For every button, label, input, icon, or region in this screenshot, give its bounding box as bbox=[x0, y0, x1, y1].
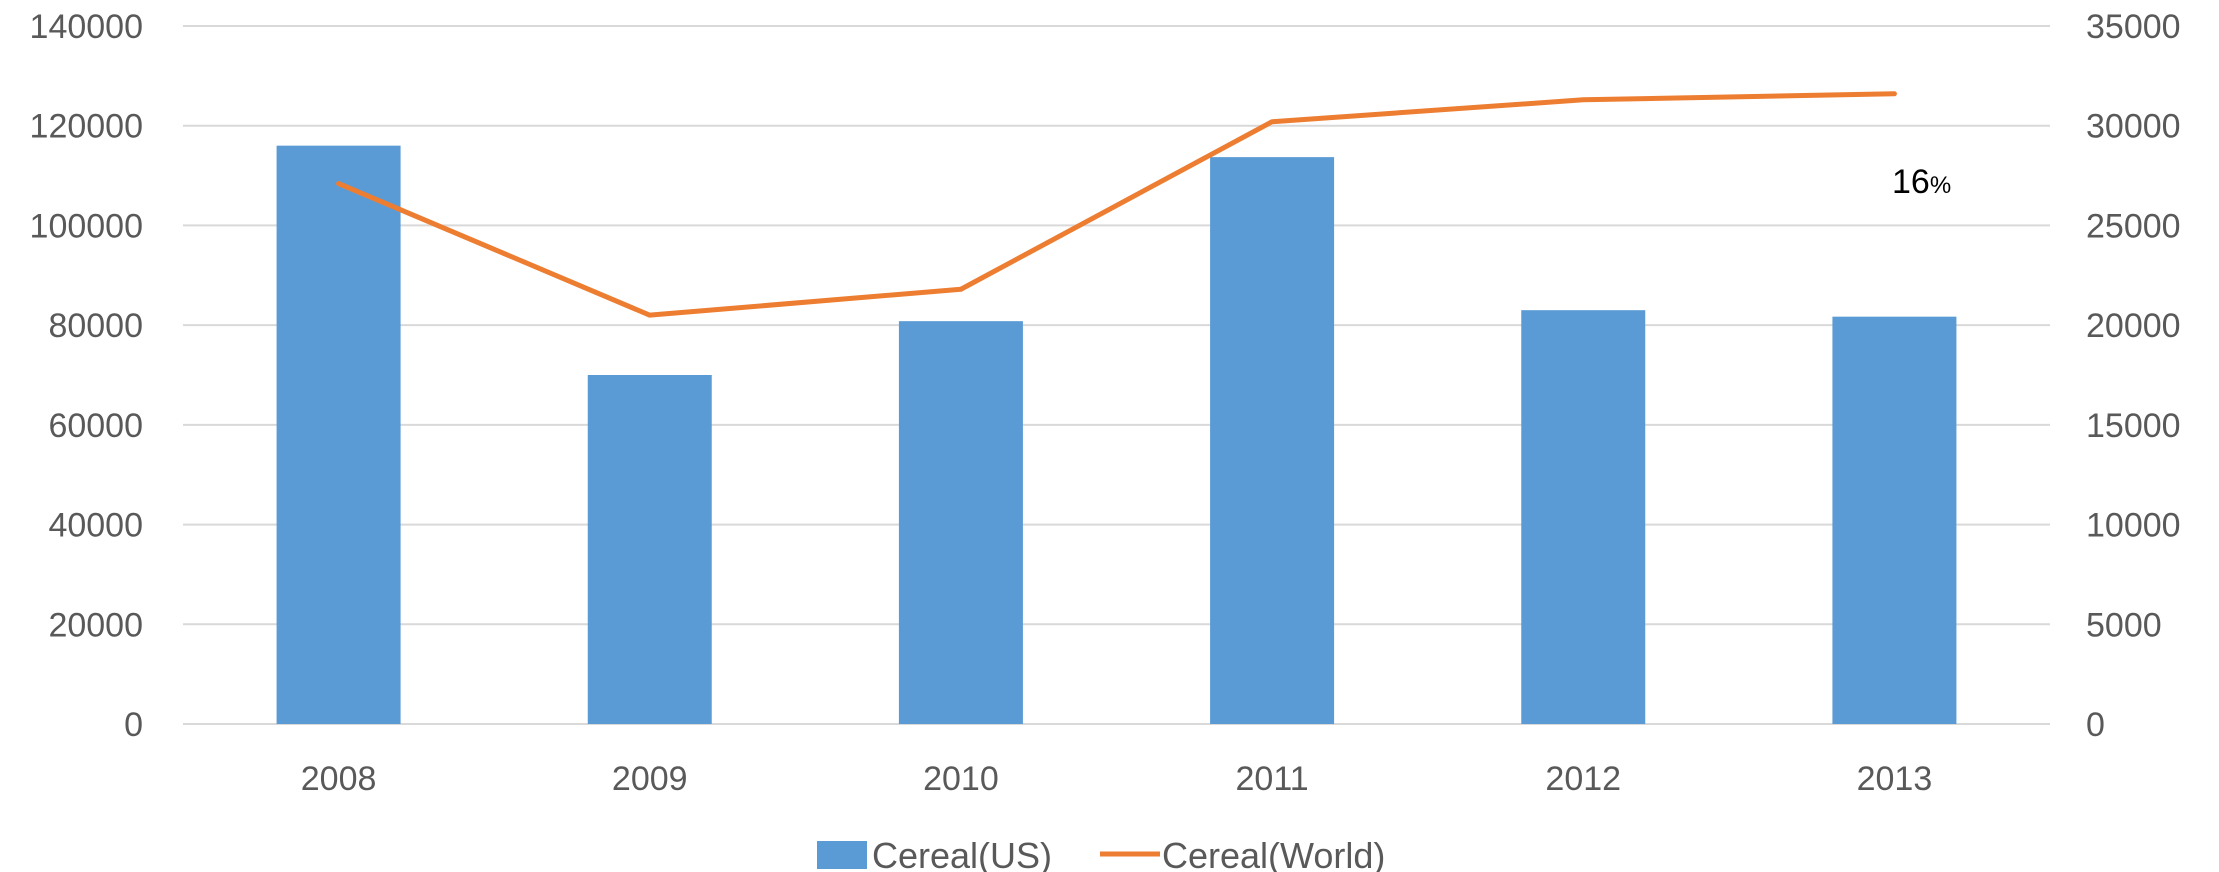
y-left-tick-label: 0 bbox=[124, 706, 143, 744]
point-cereal-world-2012 bbox=[1583, 99, 1584, 100]
y-left-tick-label: 60000 bbox=[48, 407, 143, 445]
y-right-tick-label: 30000 bbox=[2086, 108, 2181, 146]
y-right-tick-label: 5000 bbox=[2086, 606, 2162, 644]
bar-cereal-us-2010 bbox=[899, 321, 1023, 724]
point-cereal-world-2013 bbox=[1894, 93, 1895, 94]
point-cereal-world-2008 bbox=[338, 183, 339, 184]
y-left-tick-label: 100000 bbox=[30, 207, 143, 245]
point-cereal-world-2009 bbox=[649, 315, 650, 316]
gridlines bbox=[183, 26, 2050, 724]
x-tick-label: 2012 bbox=[1545, 760, 1621, 798]
bar-cereal-us-2013 bbox=[1832, 317, 1956, 724]
x-tick-label: 2008 bbox=[301, 760, 377, 798]
legend: Cereal(US) Cereal(World) bbox=[817, 835, 1385, 872]
y-left-tick-label: 20000 bbox=[48, 606, 143, 644]
y-right-tick-label: 20000 bbox=[2086, 307, 2181, 345]
legend-label-cereal-us: Cereal(US) bbox=[872, 835, 1052, 872]
y-right-tick-label: 0 bbox=[2086, 706, 2105, 744]
bar-series-cereal-us bbox=[277, 146, 1957, 724]
annotation-label: 16% bbox=[1892, 163, 1951, 201]
bar-cereal-us-2012 bbox=[1521, 310, 1645, 724]
y-left-tick-label: 120000 bbox=[30, 108, 143, 146]
point-cereal-world-2011 bbox=[1272, 121, 1273, 122]
y-right-tick-label: 25000 bbox=[2086, 207, 2181, 245]
x-tick-label: 2009 bbox=[612, 760, 688, 798]
bar-cereal-us-2009 bbox=[588, 375, 712, 724]
y-right-tick-label: 15000 bbox=[2086, 407, 2181, 445]
annotation-unit: % bbox=[1930, 172, 1951, 199]
y-left-tick-label: 140000 bbox=[30, 8, 143, 46]
y-left-tick-label: 40000 bbox=[48, 507, 143, 545]
y-right-tick-label: 10000 bbox=[2086, 507, 2181, 545]
annotation-number: 16 bbox=[1892, 163, 1930, 201]
x-tick-label: 2011 bbox=[1236, 760, 1309, 798]
y-right-tick-label: 35000 bbox=[2086, 8, 2181, 46]
bar-cereal-us-2011 bbox=[1210, 157, 1334, 724]
line-cereal-world bbox=[339, 94, 1895, 315]
x-tick-label: 2013 bbox=[1857, 760, 1933, 798]
point-cereal-world-2010 bbox=[960, 289, 961, 290]
bar-cereal-us-2008 bbox=[277, 146, 401, 724]
y-left-tick-label: 80000 bbox=[48, 307, 143, 345]
x-tick-label: 2010 bbox=[923, 760, 999, 798]
legend-label-cereal-world: Cereal(World) bbox=[1162, 835, 1385, 872]
legend-swatch-cereal-us bbox=[817, 841, 867, 869]
